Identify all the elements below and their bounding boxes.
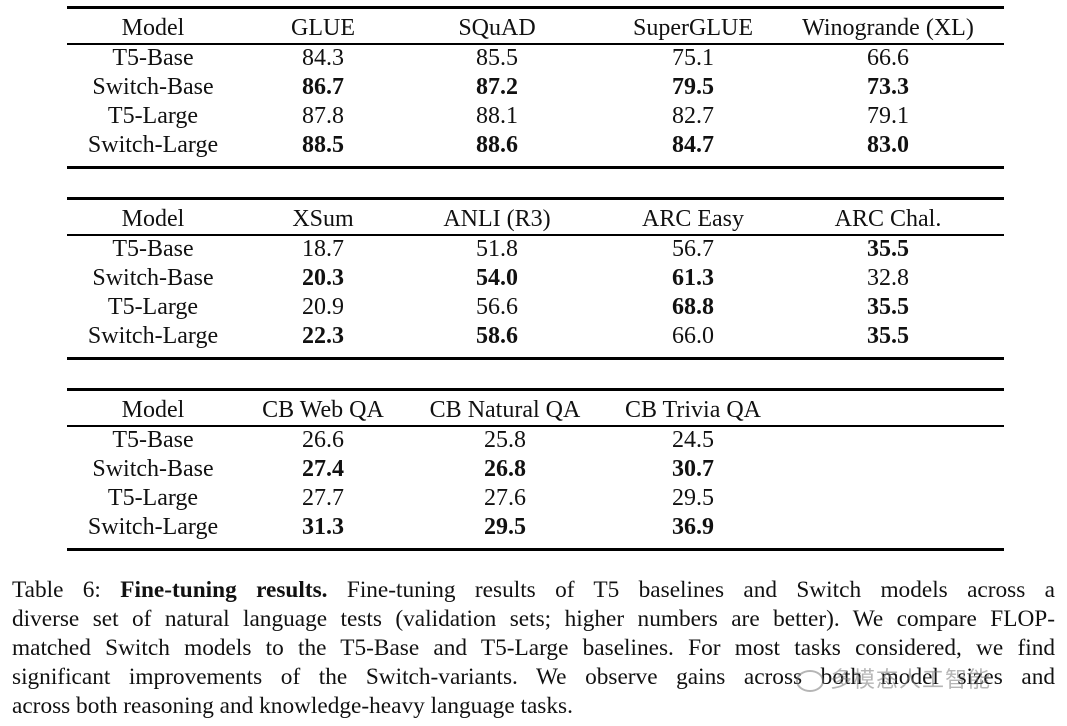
table-cell: 30.7 xyxy=(672,456,714,482)
column-header: ANLI (R3) xyxy=(443,206,551,232)
table-cell: 24.5 xyxy=(672,427,714,453)
table-cell: 56.7 xyxy=(672,236,714,262)
table-cell: 88.5 xyxy=(302,132,344,158)
bottom-rule xyxy=(67,166,1004,169)
row-model-name: Switch-Large xyxy=(87,514,219,540)
row-model-name: Switch-Large xyxy=(87,132,219,158)
caption-line-3: matched Switch models to the T5-Base and… xyxy=(12,635,1055,661)
row-model-name: Switch-Large xyxy=(87,323,219,349)
table-cell: 79.1 xyxy=(867,103,909,129)
table-cell: 35.5 xyxy=(867,294,909,320)
table-cell: 35.5 xyxy=(867,236,909,262)
caption-line-4: significant improvements of the Switch-v… xyxy=(12,664,1055,690)
header-rule xyxy=(67,425,1004,427)
table-cell: 22.3 xyxy=(302,323,344,349)
table-cell: 18.7 xyxy=(302,236,344,262)
table-cell: 88.6 xyxy=(476,132,518,158)
table-cell: 51.8 xyxy=(476,236,518,262)
column-header: Winogrande (XL) xyxy=(802,15,974,41)
table-cell: 87.2 xyxy=(476,74,518,100)
column-header: CB Web QA xyxy=(262,397,384,423)
table-cell: 35.5 xyxy=(867,323,909,349)
row-model-name: Switch-Base xyxy=(92,265,214,291)
column-header: SuperGLUE xyxy=(633,15,753,41)
table-cell: 61.3 xyxy=(672,265,714,291)
caption-line-2: diverse set of natural language tests (v… xyxy=(12,606,1055,632)
top-rule xyxy=(67,6,1004,9)
table-cell: 27.6 xyxy=(484,485,526,511)
top-rule xyxy=(67,388,1004,391)
row-model-name: T5-Base xyxy=(112,236,194,262)
table-cell: 29.5 xyxy=(672,485,714,511)
table-cell: 36.9 xyxy=(672,514,714,540)
table-cell: 88.1 xyxy=(476,103,518,129)
top-rule xyxy=(67,197,1004,200)
caption-line-1: Table 6: Fine-tuning results. Fine-tunin… xyxy=(12,577,1055,603)
table-cell: 26.8 xyxy=(484,456,526,482)
bottom-rule xyxy=(67,357,1004,360)
watermark: 多模态人工智能 xyxy=(796,665,1041,697)
column-header: CB Trivia QA xyxy=(624,397,762,423)
table-cell: 32.8 xyxy=(867,265,909,291)
table-cell: 84.7 xyxy=(672,132,714,158)
table-cell: 87.8 xyxy=(302,103,344,129)
row-model-name: T5-Base xyxy=(112,427,194,453)
column-header: Model xyxy=(121,397,185,423)
table-cell: 85.5 xyxy=(476,45,518,71)
table-cell: 31.3 xyxy=(302,514,344,540)
header-rule xyxy=(67,234,1004,236)
table-cell: 68.8 xyxy=(672,294,714,320)
table-cell: 27.4 xyxy=(302,456,344,482)
table-cell: 27.7 xyxy=(302,485,344,511)
table-cell: 56.6 xyxy=(476,294,518,320)
caption-line-5: across both reasoning and knowledge-heav… xyxy=(12,693,573,719)
bottom-rule xyxy=(67,548,1004,551)
row-model-name: T5-Base xyxy=(112,45,194,71)
watermark-text: 多模态人工智能 xyxy=(830,668,992,693)
wechat-icon xyxy=(796,670,824,692)
table-cell: 20.9 xyxy=(302,294,344,320)
row-model-name: Switch-Base xyxy=(92,74,214,100)
table-cell: 20.3 xyxy=(302,265,344,291)
table-cell: 82.7 xyxy=(672,103,714,129)
header-rule xyxy=(67,43,1004,45)
row-model-name: Switch-Base xyxy=(92,456,214,482)
table-cell: 83.0 xyxy=(867,132,909,158)
column-header: XSum xyxy=(292,206,354,232)
results-table-1: Model GLUE SQuAD SuperGLUE Winogrande (XL) T5… xyxy=(67,6,1004,176)
column-header: CB Natural QA xyxy=(429,397,581,423)
row-model-name: T5-Large xyxy=(107,294,199,320)
table-cell: 86.7 xyxy=(302,74,344,100)
table-cell: 29.5 xyxy=(484,514,526,540)
table-cell: 58.6 xyxy=(476,323,518,349)
caption-label: Table 6: xyxy=(12,577,101,603)
table-caption: Table 6: Fine-tuning results. Fine-tunin… xyxy=(12,576,1055,721)
table-cell: 25.8 xyxy=(484,427,526,453)
row-model-name: T5-Large xyxy=(107,103,199,129)
table-cell: 66.0 xyxy=(672,323,714,349)
table-cell: 79.5 xyxy=(672,74,714,100)
table-cell: 73.3 xyxy=(867,74,909,100)
caption-title: Fine-tuning results. xyxy=(120,577,328,603)
column-header: SQuAD xyxy=(458,15,536,41)
table-cell: 66.6 xyxy=(867,45,909,71)
table-cell: 75.1 xyxy=(672,45,714,71)
results-table-3: Model CB Web QA CB Natural QA CB Trivia QA T… xyxy=(67,388,1004,558)
table-cell: 54.0 xyxy=(476,265,518,291)
table-cell: 84.3 xyxy=(302,45,344,71)
results-table-2: Model XSum ANLI (R3) ARC Easy ARC Chal. T5-Ba… xyxy=(67,197,1004,367)
column-header: GLUE xyxy=(291,15,355,41)
table-cell: 26.6 xyxy=(302,427,344,453)
column-header: Model xyxy=(121,206,185,232)
row-model-name: T5-Large xyxy=(107,485,199,511)
column-header: ARC Easy xyxy=(642,206,744,232)
column-header: ARC Chal. xyxy=(834,206,942,232)
column-header: Model xyxy=(121,15,185,41)
